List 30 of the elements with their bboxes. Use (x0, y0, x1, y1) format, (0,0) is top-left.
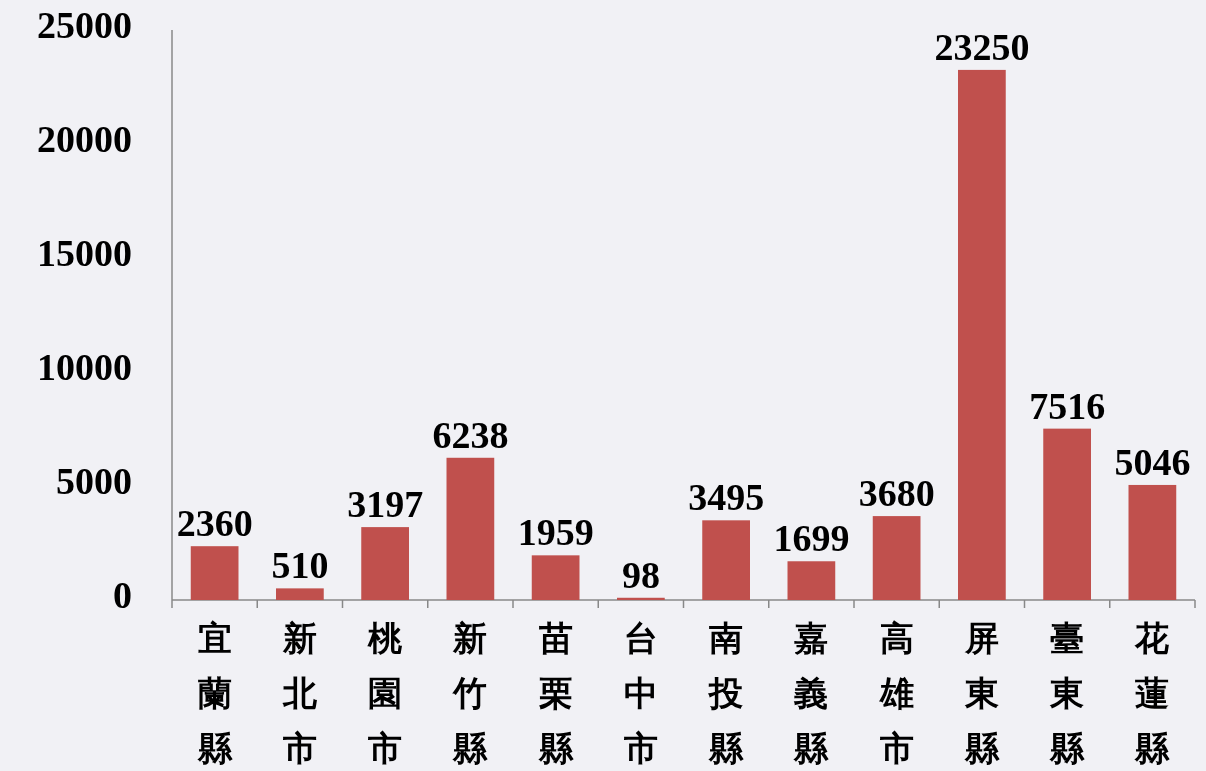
data-label: 3680 (858, 472, 935, 515)
data-label: 3495 (688, 476, 765, 519)
data-label: 3197 (347, 483, 424, 526)
y-tick-label: 15000 (37, 232, 132, 274)
y-tick-label: 10000 (37, 346, 132, 388)
x-tick-label: 嘉義縣 (793, 620, 830, 767)
x-tick-label: 南投縣 (707, 620, 745, 767)
data-label: 98 (621, 553, 660, 596)
data-label: 2360 (176, 502, 253, 545)
data-label: 6238 (432, 413, 509, 456)
x-tick-label: 苗栗縣 (537, 620, 574, 767)
x-tick-label: 臺東縣 (1049, 620, 1086, 767)
x-tick-label: 花蓮縣 (1134, 620, 1171, 767)
data-label: 5046 (1114, 440, 1191, 483)
data-label: 7516 (1029, 384, 1106, 427)
data-label: 23250 (934, 25, 1030, 68)
x-tick-label: 新北市 (281, 620, 318, 767)
y-tick-label: 20000 (37, 118, 132, 160)
x-tick-label: 台中市 (622, 620, 658, 767)
data-label: 1699 (773, 517, 850, 560)
y-tick-label: 0 (113, 574, 132, 616)
data-label: 1959 (517, 511, 594, 554)
x-tick-label: 高雄市 (877, 620, 914, 767)
y-tick-label: 25000 (37, 4, 132, 46)
x-tick-label: 新竹縣 (452, 620, 489, 767)
x-tick-label: 桃園市 (367, 620, 404, 767)
data-label: 510 (271, 544, 329, 587)
y-tick-label: 5000 (56, 460, 132, 502)
x-tick-label: 宜蘭縣 (196, 620, 233, 767)
x-tick-label: 屏東縣 (963, 620, 1000, 767)
